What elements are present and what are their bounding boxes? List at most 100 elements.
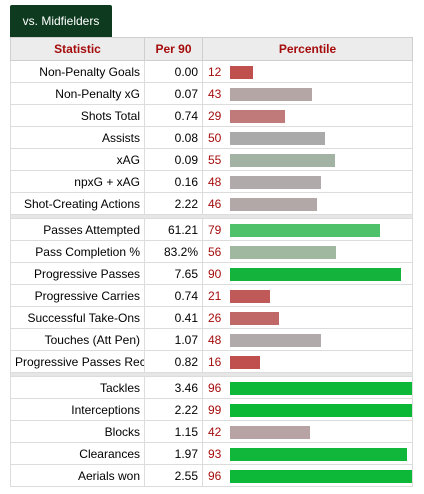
percentile-cell: 26 xyxy=(202,306,413,329)
table-row: Passes Attempted 61.21 79 xyxy=(10,218,413,241)
table-row: Non-Penalty xG 0.07 43 xyxy=(10,82,413,105)
per90-value: 0.74 xyxy=(144,284,203,307)
percentile-value: 96 xyxy=(208,469,222,483)
per90-value: 83.2% xyxy=(144,240,203,263)
scouting-report-table: Statistic Per 90 Percentile Non-Penalty … xyxy=(10,37,413,487)
percentile-cell: 16 xyxy=(202,350,413,373)
percentile-value: 48 xyxy=(208,175,222,189)
percentile-value: 93 xyxy=(208,447,222,461)
percentile-cell: 90 xyxy=(202,262,413,285)
percentile-bar xyxy=(230,404,412,417)
percentile-value: 46 xyxy=(208,197,222,211)
percentile-value: 56 xyxy=(208,245,222,259)
table-row: Touches (Att Pen) 1.07 48 xyxy=(10,328,413,351)
percentile-cell: 48 xyxy=(202,170,413,193)
percentile-value: 21 xyxy=(208,289,222,303)
percentile-bar xyxy=(230,268,401,281)
header-per90[interactable]: Per 90 xyxy=(144,37,203,61)
table-row: Non-Penalty Goals 0.00 12 xyxy=(10,60,413,83)
tab-vs-midfielders[interactable]: vs. Midfielders xyxy=(10,5,112,37)
stat-name: Aerials won xyxy=(10,464,145,487)
stat-name: Shots Total xyxy=(10,104,145,127)
per90-value: 1.97 xyxy=(144,442,203,465)
per90-value: 2.22 xyxy=(144,192,203,215)
table-row: Progressive Passes 7.65 90 xyxy=(10,262,413,285)
table-row: Progressive Carries 0.74 21 xyxy=(10,284,413,307)
percentile-cell: 96 xyxy=(202,376,413,399)
per90-value: 2.55 xyxy=(144,464,203,487)
stat-name: Tackles xyxy=(10,376,145,399)
percentile-value: 79 xyxy=(208,223,222,237)
table-row: Progressive Passes Rec 0.82 16 xyxy=(10,350,413,373)
table-row: Shots Total 0.74 29 xyxy=(10,104,413,127)
stat-name: xAG xyxy=(10,148,145,171)
table-row: Clearances 1.97 93 xyxy=(10,442,413,465)
stat-name: Progressive Passes xyxy=(10,262,145,285)
percentile-value: 16 xyxy=(208,355,222,369)
percentile-cell: 79 xyxy=(202,218,413,241)
per90-value: 0.16 xyxy=(144,170,203,193)
percentile-cell: 56 xyxy=(202,240,413,263)
percentile-bar xyxy=(230,176,321,189)
table-body: Non-Penalty Goals 0.00 12 Non-Penalty xG 0.0… xyxy=(10,60,413,487)
table-row: Pass Completion % 83.2% 56 xyxy=(10,240,413,263)
percentile-value: 99 xyxy=(208,403,222,417)
percentile-value: 96 xyxy=(208,381,222,395)
percentile-value: 12 xyxy=(208,65,222,79)
table-row: Tackles 3.46 96 xyxy=(10,376,413,399)
percentile-bar xyxy=(230,290,270,303)
percentile-value: 29 xyxy=(208,109,222,123)
per90-value: 1.07 xyxy=(144,328,203,351)
stat-name: Passes Attempted xyxy=(10,218,145,241)
percentile-cell: 12 xyxy=(202,60,413,83)
percentile-cell: 93 xyxy=(202,442,413,465)
per90-value: 7.65 xyxy=(144,262,203,285)
per90-value: 0.74 xyxy=(144,104,203,127)
percentile-cell: 55 xyxy=(202,148,413,171)
per90-value: 0.09 xyxy=(144,148,203,171)
percentile-bar xyxy=(230,426,310,439)
percentile-bar xyxy=(230,470,412,483)
per90-value: 2.22 xyxy=(144,398,203,421)
percentile-value: 43 xyxy=(208,87,222,101)
percentile-bar xyxy=(230,88,312,101)
table-row: xAG 0.09 55 xyxy=(10,148,413,171)
percentile-bar xyxy=(230,334,321,347)
per90-value: 0.07 xyxy=(144,82,203,105)
percentile-value: 50 xyxy=(208,131,222,145)
percentile-value: 42 xyxy=(208,425,222,439)
percentile-value: 48 xyxy=(208,333,222,347)
stat-name: Assists xyxy=(10,126,145,149)
percentile-bar xyxy=(230,154,335,167)
per90-value: 3.46 xyxy=(144,376,203,399)
percentile-value: 55 xyxy=(208,153,222,167)
stat-name: Pass Completion % xyxy=(10,240,145,263)
percentile-bar xyxy=(230,356,260,369)
percentile-cell: 99 xyxy=(202,398,413,421)
percentile-bar xyxy=(230,448,407,461)
stat-name: Touches (Att Pen) xyxy=(10,328,145,351)
per90-value: 0.41 xyxy=(144,306,203,329)
percentile-bar xyxy=(230,224,380,237)
stat-name: Interceptions xyxy=(10,398,145,421)
header-statistic[interactable]: Statistic xyxy=(10,37,145,61)
percentile-cell: 48 xyxy=(202,328,413,351)
percentile-bar xyxy=(230,110,285,123)
percentile-bar xyxy=(230,246,336,259)
header-percentile[interactable]: Percentile xyxy=(202,37,413,61)
table-row: Aerials won 2.55 96 xyxy=(10,464,413,487)
scouting-report-table-container: Statistic Per 90 Percentile Non-Penalty … xyxy=(10,37,413,487)
stat-name: Non-Penalty Goals xyxy=(10,60,145,83)
percentile-bar xyxy=(230,312,279,325)
percentile-bar xyxy=(230,66,253,79)
stat-name: Shot-Creating Actions xyxy=(10,192,145,215)
stat-name: Clearances xyxy=(10,442,145,465)
table-row: Assists 0.08 50 xyxy=(10,126,413,149)
stat-name: Successful Take-Ons xyxy=(10,306,145,329)
stat-name: Progressive Passes Rec xyxy=(10,350,145,373)
stat-name: Non-Penalty xG xyxy=(10,82,145,105)
percentile-cell: 46 xyxy=(202,192,413,215)
percentile-bar xyxy=(230,132,325,145)
table-row: Blocks 1.15 42 xyxy=(10,420,413,443)
per90-value: 0.08 xyxy=(144,126,203,149)
